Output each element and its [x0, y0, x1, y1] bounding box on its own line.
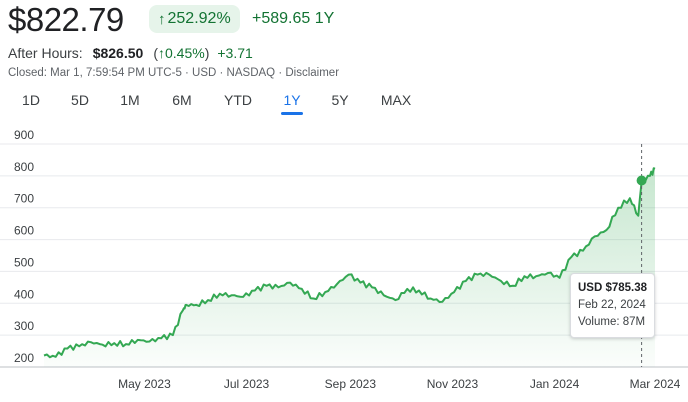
after-hours-price: $826.50: [92, 45, 144, 61]
x-tick-label: Nov 2023: [427, 377, 479, 391]
hover-point: [636, 175, 647, 186]
tab-1y[interactable]: 1Y: [283, 92, 301, 108]
after-hours-label: After Hours:: [8, 45, 83, 61]
percent-change-value: 252.92%: [167, 10, 231, 27]
x-tick-label: Mar 2024: [630, 377, 681, 391]
y-tick-label: 900: [14, 128, 34, 142]
y-tick-label: 400: [14, 287, 34, 301]
tab-ytd[interactable]: YTD: [224, 92, 252, 108]
y-tick-label: 800: [14, 160, 34, 174]
after-hours-row: After Hours: $826.50 (↑0.45%) +3.71: [8, 45, 253, 61]
tab-6m[interactable]: 6M: [172, 92, 192, 108]
range-tabs: 1D 5D 1M 6M YTD 1Y 5Y MAX: [0, 92, 688, 116]
price-line: [43, 167, 656, 359]
tooltip-date: Feb 22, 2024: [578, 299, 646, 311]
market-status-line: Closed: Mar 1, 7:59:54 PM UTC-5 · USD · …: [8, 67, 340, 79]
x-tick-label: Jan 2024: [530, 377, 580, 391]
y-tick-label: 200: [14, 351, 34, 365]
tab-1d[interactable]: 1D: [22, 92, 40, 108]
absolute-change-value: +589.65: [252, 10, 311, 27]
y-tick-label: 500: [14, 255, 34, 269]
arrow-up-icon: ↑: [158, 10, 166, 28]
price-tooltip: USD $785.38 Feb 22, 2024 Volume: 87M: [570, 273, 655, 338]
current-price: $822.79: [8, 1, 124, 38]
tooltip-volume: Volume: 87M: [578, 316, 646, 328]
after-hours-percent-value: 0.45%: [164, 45, 205, 61]
price-area: [44, 168, 655, 367]
period-label: 1Y: [314, 10, 335, 27]
y-tick-label: 700: [14, 192, 34, 206]
after-hours-change: +3.71: [217, 45, 253, 61]
after-hours-percent: (↑0.45%): [153, 45, 210, 61]
tooltip-price: USD $785.38: [578, 282, 648, 294]
x-tick-label: Sep 2023: [325, 377, 377, 391]
x-tick-label: May 2023: [118, 377, 171, 391]
tab-max[interactable]: MAX: [380, 92, 412, 108]
y-tick-label: 300: [14, 319, 34, 333]
tab-5d[interactable]: 5D: [71, 92, 89, 108]
arrow-up-icon: ↑: [157, 45, 165, 61]
price-chart[interactable]: 200 300 400 500 600 700 800 900 May 2023 Jul 202…: [0, 128, 688, 402]
percent-change-badge: ↑ 252.92%: [149, 5, 240, 33]
tab-5y[interactable]: 5Y: [331, 92, 349, 108]
y-tick-label: 600: [14, 224, 34, 238]
active-tab-indicator: [281, 112, 303, 115]
x-tick-label: Jul 2023: [224, 377, 270, 391]
tab-1m[interactable]: 1M: [120, 92, 140, 108]
absolute-change: +589.65 1Y: [252, 10, 334, 28]
